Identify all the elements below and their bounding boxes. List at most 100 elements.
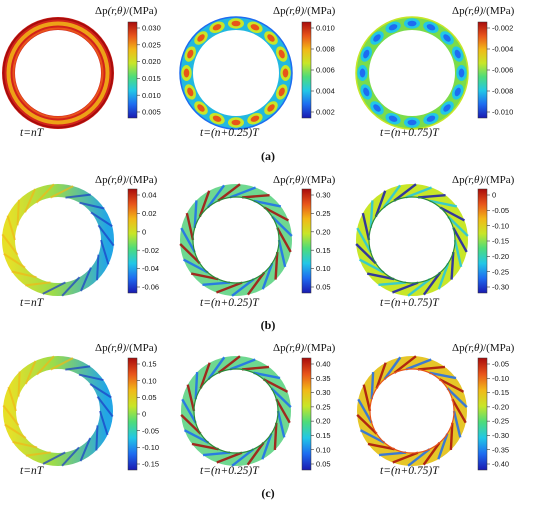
panel-0-1: 0.010 0.008 0.006 0.004 0.002 t=(n+0.25)T bbox=[179, 16, 335, 139]
contour-ring-0-2 bbox=[355, 16, 469, 130]
panel-0-0: 0.030 0.025 0.020 0.015 0.010 0.005 t=nT bbox=[2, 17, 161, 139]
time-label-0-0: t=nT bbox=[20, 127, 45, 139]
panel-2-1: 0.40 0.35 0.30 0.25 0.20 0.15 0.10 0.05 t=(n+0.2… bbox=[180, 355, 331, 477]
time-label-1-2: t=(n+0.75)T bbox=[380, 297, 440, 309]
colorbar-tick-label: -0.010 bbox=[492, 108, 513, 117]
colorbar-2-1 bbox=[301, 357, 312, 471]
panel-1-0: 0.04 0.02 0 -0.02 -0.04 -0.06 t=nT bbox=[1, 183, 159, 309]
colorbar-tick-label: 0.05 bbox=[316, 460, 331, 469]
contour-ring-0-0 bbox=[2, 17, 114, 129]
colorbar-tick-label: 0.010 bbox=[316, 24, 335, 33]
colorbar-tick-label: 0.10 bbox=[316, 445, 331, 454]
colorbar-tick-label: 0.20 bbox=[316, 227, 331, 236]
colorbar-tick-label: -0.20 bbox=[492, 402, 509, 411]
time-label-1-0: t=nT bbox=[20, 297, 45, 309]
contour-ring-2-2 bbox=[356, 355, 468, 467]
colorbar-title-1-2: Δp(r,θ)/(MPa) bbox=[452, 174, 515, 186]
colorbar-tick-label: -0.05 bbox=[492, 206, 509, 215]
colorbar-tick-label: 0.02 bbox=[142, 209, 157, 218]
colorbar-tick-label: 0.025 bbox=[142, 40, 161, 49]
time-label-2-0: t=nT bbox=[20, 465, 45, 477]
colorbar-tick-label: 0.04 bbox=[142, 191, 157, 200]
colorbar-tick-label: 0.010 bbox=[142, 91, 161, 100]
contour-ring-1-0 bbox=[1, 183, 115, 297]
colorbar-title-2-1: Δp(r,θ)/(MPa) bbox=[273, 342, 336, 354]
colorbar-tick-label: -0.30 bbox=[492, 431, 509, 440]
colorbar-tick-label: 0.20 bbox=[316, 417, 331, 426]
colorbar-tick-label: 0.05 bbox=[142, 393, 157, 402]
colorbar-1-1 bbox=[301, 188, 312, 294]
subfigure-label: (c) bbox=[261, 486, 274, 500]
colorbar-tick-label: -0.06 bbox=[142, 283, 159, 292]
colorbar-tick-label: 0.006 bbox=[316, 66, 335, 75]
colorbar-tick-label: 0.008 bbox=[316, 45, 335, 54]
colorbar-tick-label: -0.30 bbox=[492, 283, 509, 292]
colorbar-tick-label: -0.15 bbox=[492, 237, 509, 246]
colorbar-title-0-2: Δp(r,θ)/(MPa) bbox=[452, 5, 515, 17]
colorbar-tick-label: 0.25 bbox=[316, 209, 331, 218]
subfigure-label: (b) bbox=[261, 318, 276, 332]
colorbar-tick-label: 0.002 bbox=[316, 108, 335, 117]
colorbar-tick-label: 0.40 bbox=[316, 360, 331, 369]
colorbar-tick-label: 0.05 bbox=[316, 283, 331, 292]
colorbar-tick-label: -0.20 bbox=[492, 252, 509, 261]
colorbar-tick-label: -0.40 bbox=[492, 460, 509, 469]
colorbar-tick-label: 0.30 bbox=[316, 388, 331, 397]
colorbar-tick-label: -0.004 bbox=[492, 45, 513, 54]
colorbar-title-2-2: Δp(r,θ)/(MPa) bbox=[452, 342, 515, 354]
colorbar-tick-label: 0 bbox=[142, 227, 146, 236]
contour-ring-2-0 bbox=[2, 355, 114, 467]
colorbar-tick-label: 0 bbox=[492, 191, 496, 200]
colorbar-tick-label: 0.020 bbox=[142, 57, 161, 66]
contour-ring-1-2 bbox=[355, 183, 469, 297]
colorbar-tick-label: 0.005 bbox=[142, 108, 161, 117]
colorbar-tick-label: -0.10 bbox=[142, 443, 159, 452]
colorbar-1-0 bbox=[127, 188, 138, 294]
colorbar-tick-label: 0.15 bbox=[142, 360, 157, 369]
colorbar-tick-label: -0.02 bbox=[142, 246, 159, 255]
colorbar-tick-label: -0.10 bbox=[492, 221, 509, 230]
contour-ring-1-1 bbox=[179, 183, 293, 297]
colorbar-title-0-0: Δp(r,θ)/(MPa) bbox=[95, 5, 158, 17]
colorbar-tick-label: -0.006 bbox=[492, 66, 513, 75]
colorbar-2-2 bbox=[477, 357, 488, 471]
time-label-1-1: t=(n+0.25)T bbox=[200, 297, 260, 309]
subfigure-label: (a) bbox=[261, 149, 275, 163]
colorbar-1-2 bbox=[477, 188, 488, 294]
colorbar-title-1-1: Δp(r,θ)/(MPa) bbox=[273, 174, 336, 186]
colorbar-tick-label: 0.15 bbox=[316, 246, 331, 255]
colorbar-tick-label: 0.30 bbox=[316, 191, 331, 200]
colorbar-tick-label: -0.15 bbox=[142, 460, 159, 469]
colorbar-2-0 bbox=[127, 357, 138, 471]
panel-1-1: 0.30 0.25 0.20 0.15 0.10 0.05 t=(n+0.25)T bbox=[179, 183, 331, 309]
colorbar-tick-label: 0.030 bbox=[142, 24, 161, 33]
colorbar-tick-label: 0.10 bbox=[142, 376, 157, 385]
panel-1-2: 0 -0.05 -0.10 -0.15 -0.20 -0.25 -0.30 t=(n+0.75… bbox=[355, 183, 509, 309]
time-label-0-2: t=(n+0.75)T bbox=[380, 127, 440, 139]
colorbar-0-1 bbox=[301, 21, 312, 119]
colorbar-tick-label: 0.25 bbox=[316, 402, 331, 411]
time-label-2-1: t=(n+0.25)T bbox=[200, 465, 260, 477]
colorbar-tick-label: -0.05 bbox=[492, 360, 509, 369]
colorbar-tick-label: 0.35 bbox=[316, 374, 331, 383]
panel-2-0: 0.15 0.10 0.05 0 -0.05 -0.10 -0.15 t=nT bbox=[2, 355, 159, 477]
colorbar-tick-label: -0.05 bbox=[142, 426, 159, 435]
colorbar-tick-label: -0.04 bbox=[142, 264, 159, 273]
time-label-0-1: t=(n+0.25)T bbox=[200, 127, 260, 139]
colorbar-title-1-0: Δp(r,θ)/(MPa) bbox=[95, 174, 158, 186]
colorbar-tick-label: -0.15 bbox=[492, 388, 509, 397]
colorbar-tick-label: 0.004 bbox=[316, 87, 335, 96]
colorbar-tick-label: 0.015 bbox=[142, 74, 161, 83]
colorbar-tick-label: 0 bbox=[142, 410, 146, 419]
colorbar-0-2 bbox=[477, 21, 488, 119]
panel-0-2: -0.002 -0.004 -0.006 -0.008 -0.010 t=(n+0.75)… bbox=[355, 16, 513, 139]
colorbar-tick-label: -0.25 bbox=[492, 417, 509, 426]
contour-ring-2-1 bbox=[180, 355, 292, 467]
colorbar-tick-label: 0.10 bbox=[316, 264, 331, 273]
colorbar-tick-label: -0.10 bbox=[492, 374, 509, 383]
colorbar-tick-label: 0.15 bbox=[316, 431, 331, 440]
colorbar-tick-label: -0.35 bbox=[492, 445, 509, 454]
colorbar-title-2-0: Δp(r,θ)/(MPa) bbox=[95, 342, 158, 354]
colorbar-tick-label: -0.25 bbox=[492, 267, 509, 276]
